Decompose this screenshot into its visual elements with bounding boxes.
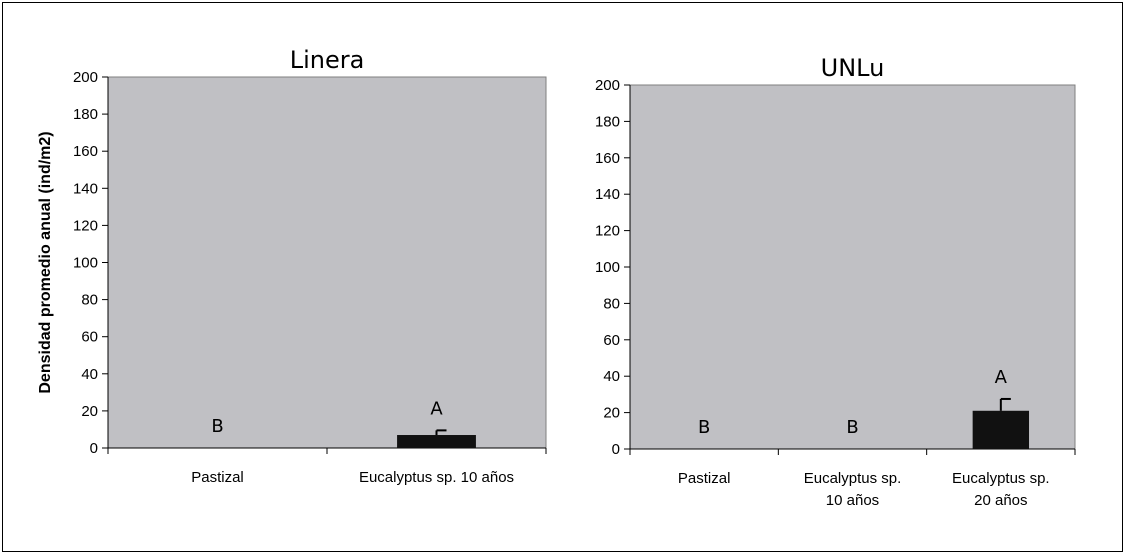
panel1-significance-label: A: [430, 398, 443, 419]
panel2-title: UNLu: [821, 54, 885, 82]
panel2-category-label: Eucalyptus sp.: [952, 470, 1050, 487]
panel2-category-label: 20 años: [974, 492, 1027, 509]
panel2-significance-label: A: [995, 367, 1008, 388]
panel1-category-label: Pastizal: [191, 469, 244, 486]
panel1-y-tick-label: 0: [90, 440, 98, 457]
panel2-category-label: Pastizal: [678, 470, 731, 487]
panel1-y-tick-label: 180: [73, 106, 98, 123]
panel2-y-tick-label: 140: [595, 186, 620, 203]
panel1-y-tick-label: 100: [73, 255, 98, 272]
panel1-bar: [397, 435, 476, 448]
panel2-bar: [972, 410, 1030, 449]
panel2-significance-label: B: [846, 417, 858, 438]
panel2-y-tick-label: 20: [603, 405, 620, 422]
panel1-y-tick-label: 200: [73, 69, 98, 86]
panel2-y-tick-label: 200: [595, 77, 620, 94]
panel1-category-label: Eucalyptus sp. 10 años: [359, 469, 514, 486]
panel2-plot-area: [629, 84, 1076, 450]
panel1-y-tick-label: 140: [73, 180, 98, 197]
panel2-y-tick-label: 0: [612, 441, 620, 458]
panel2-y-tick-label: 40: [603, 368, 620, 385]
panel1-title: Linera: [290, 46, 365, 74]
panel1-y-tick-label: 80: [81, 292, 98, 309]
panel1-y-tick-label: 40: [81, 366, 98, 383]
panel2-category-label: Eucalyptus sp.: [804, 470, 902, 487]
panel1-significance-label: B: [211, 416, 223, 437]
panel1-y-axis-label: Densidad promedio anual (ind/m2): [37, 131, 54, 393]
panel1-y-tick-label: 60: [81, 329, 98, 346]
panel2-y-tick-label: 80: [603, 295, 620, 312]
panel2-y-tick-label: 180: [595, 113, 620, 130]
panel2-y-tick-label: 160: [595, 150, 620, 167]
panel2-y-tick-label: 60: [603, 332, 620, 349]
panel2-category-label: 10 años: [826, 492, 879, 509]
panel1-y-tick-label: 20: [81, 403, 98, 420]
panel1-plot-area: [107, 76, 547, 449]
panel2-y-tick-label: 100: [595, 259, 620, 276]
panel2-y-tick-label: 120: [595, 223, 620, 240]
panel2-significance-label: B: [698, 417, 710, 438]
panel1-y-tick-label: 160: [73, 143, 98, 160]
panel1-y-tick-label: 120: [73, 217, 98, 234]
